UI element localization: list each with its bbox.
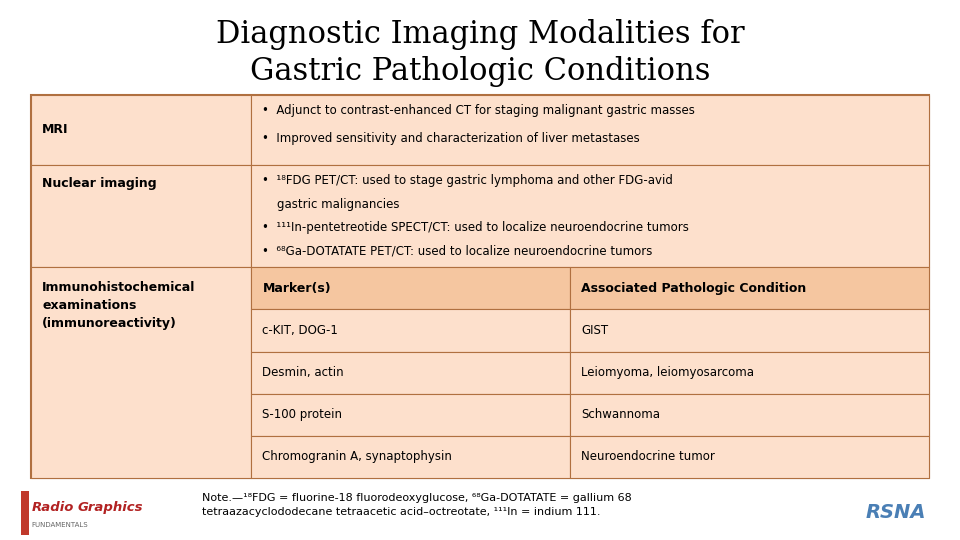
Bar <box>251 94 929 165</box>
Text: Immunohistochemical
examinations
(immunoreactivity): Immunohistochemical examinations (immuno… <box>42 281 196 330</box>
Bar <box>251 267 569 309</box>
Text: S-100 protein: S-100 protein <box>262 408 343 421</box>
Bar <box>21 491 29 535</box>
Text: Neuroendocrine tumor: Neuroendocrine tumor <box>581 450 715 463</box>
Bar <box>569 394 929 436</box>
Text: Schwannoma: Schwannoma <box>581 408 660 421</box>
Text: GIST: GIST <box>581 324 609 337</box>
Bar <box>251 352 569 394</box>
Text: •  ¹¹¹In-pentetreotide SPECT/CT: used to localize neuroendocrine tumors: • ¹¹¹In-pentetreotide SPECT/CT: used to … <box>262 221 689 234</box>
Bar <box>251 436 569 478</box>
Text: Chromogranin A, synaptophysin: Chromogranin A, synaptophysin <box>262 450 452 463</box>
Text: Desmin, actin: Desmin, actin <box>262 366 344 379</box>
Text: •  ⁶⁸Ga-DOTATATE PET/CT: used to localize neuroendocrine tumors: • ⁶⁸Ga-DOTATATE PET/CT: used to localize… <box>262 244 653 257</box>
Text: •  ¹⁸FDG PET/CT: used to stage gastric lymphoma and other FDG-avid: • ¹⁸FDG PET/CT: used to stage gastric ly… <box>262 174 673 187</box>
Text: Note.—¹⁸FDG = fluorine-18 fluorodeoxyglucose, ⁶⁸Ga-DOTATATE = gallium 68
tetraaz: Note.—¹⁸FDG = fluorine-18 fluorodeoxyglu… <box>202 493 632 517</box>
Text: c-KIT, DOG-1: c-KIT, DOG-1 <box>262 324 338 337</box>
Bar <box>31 267 251 478</box>
Text: Marker(s): Marker(s) <box>262 282 331 295</box>
Bar <box>251 309 569 352</box>
Bar <box>31 165 251 267</box>
Text: MRI: MRI <box>42 123 69 136</box>
Bar <box>251 165 929 267</box>
Text: Radio: Radio <box>32 501 74 514</box>
Bar <box>569 267 929 309</box>
Bar <box>251 394 569 436</box>
Bar <box>31 94 929 478</box>
Text: Leiomyoma, leiomyosarcoma: Leiomyoma, leiomyosarcoma <box>581 366 755 379</box>
Bar <box>31 94 251 165</box>
Text: •  Improved sensitivity and characterization of liver metastases: • Improved sensitivity and characterizat… <box>262 132 640 145</box>
Bar <box>569 436 929 478</box>
Text: Nuclear imaging: Nuclear imaging <box>42 177 156 190</box>
Text: FUNDAMENTALS: FUNDAMENTALS <box>32 522 88 528</box>
Text: Graphics: Graphics <box>78 501 143 514</box>
Text: RSNA: RSNA <box>866 503 926 523</box>
Text: Diagnostic Imaging Modalities for
Gastric Pathologic Conditions: Diagnostic Imaging Modalities for Gastri… <box>216 19 744 87</box>
Text: •  Adjunct to contrast-enhanced CT for staging malignant gastric masses: • Adjunct to contrast-enhanced CT for st… <box>262 104 695 117</box>
Bar <box>569 309 929 352</box>
Text: Associated Pathologic Condition: Associated Pathologic Condition <box>581 282 806 295</box>
Bar <box>569 352 929 394</box>
Text: gastric malignancies: gastric malignancies <box>262 198 400 211</box>
